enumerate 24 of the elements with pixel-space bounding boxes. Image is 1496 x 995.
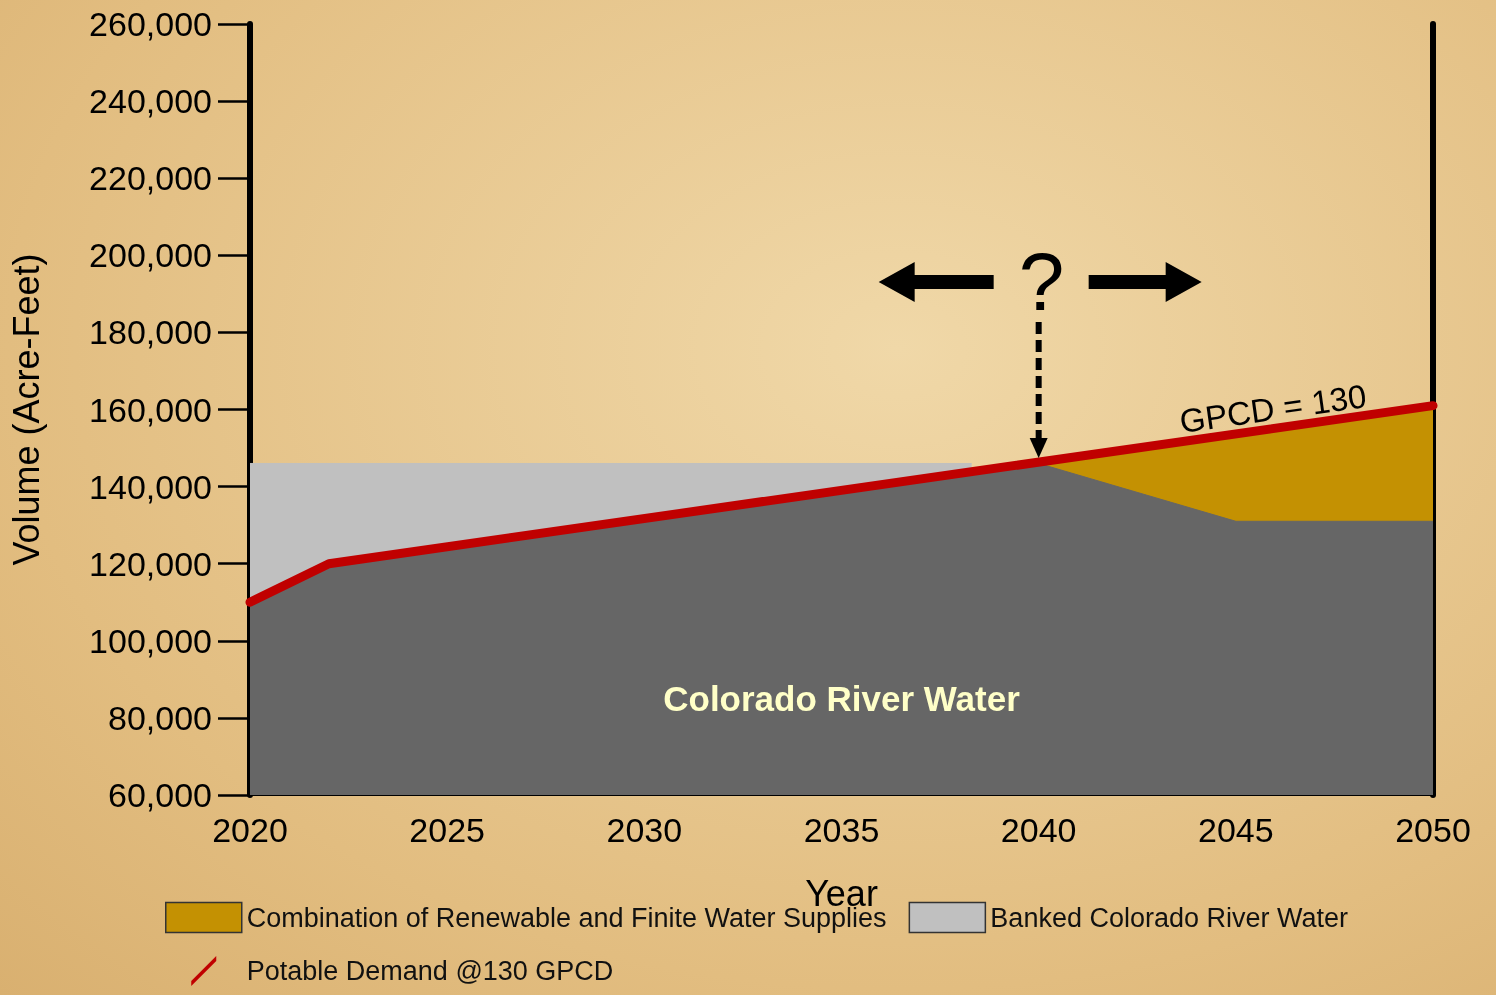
y-tick-label: 80,000 <box>108 698 212 737</box>
y-tick-label: 240,000 <box>89 82 212 121</box>
legend-label: Potable Demand @130 GPCD <box>246 956 614 986</box>
y-tick-label: 60,000 <box>108 776 212 814</box>
x-tick-label: 2040 <box>1000 811 1077 849</box>
y-tick-label: 100,000 <box>89 621 212 660</box>
y-tick-label: 180,000 <box>89 313 212 352</box>
y-tick-label: 220,000 <box>89 159 212 198</box>
y-tick-label: 260,000 <box>89 5 212 43</box>
x-tick-label: 2035 <box>803 811 880 849</box>
annotation: ? <box>1018 236 1065 328</box>
legend-label: Banked Colorado River Water <box>990 902 1349 933</box>
y-tick-label: 160,000 <box>89 390 212 429</box>
y-axis-title: Volume (Acre-Feet) <box>5 253 47 566</box>
x-tick-label: 2050 <box>1395 811 1471 849</box>
y-tick-label: 140,000 <box>89 467 212 506</box>
series-label: Colorado River Water <box>663 679 1021 719</box>
x-tick-label: 2020 <box>212 811 288 849</box>
y-tick-label: 200,000 <box>89 236 212 275</box>
x-tick-label: 2025 <box>409 811 485 849</box>
y-tick-label: 120,000 <box>89 544 212 583</box>
annotation: GPCD = 130 <box>1177 377 1369 440</box>
x-tick-label: 2030 <box>606 811 683 849</box>
x-tick-label: 2045 <box>1198 811 1274 849</box>
